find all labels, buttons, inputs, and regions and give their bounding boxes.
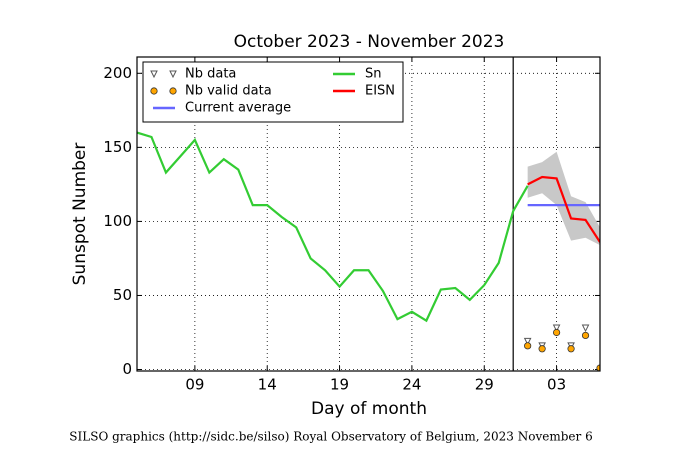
legend-label: Current average — [185, 101, 291, 116]
y-axis-label: Sunspot Number — [70, 143, 90, 286]
nb-data-point — [581, 324, 590, 333]
nb-valid-point — [552, 328, 561, 337]
chart-title: October 2023 - November 2023 — [234, 32, 505, 52]
nb-valid-point — [581, 331, 590, 340]
x-tick-label: 19 — [330, 376, 349, 394]
legend-label: Nb data — [185, 67, 236, 82]
x-tick-label: 09 — [185, 376, 204, 394]
nb-valid-point — [524, 342, 532, 350]
legend-label: Sn — [365, 67, 382, 82]
y-tick-label: 0 — [122, 360, 132, 378]
y-tick-label: 150 — [103, 138, 132, 156]
nb-data-point — [523, 337, 532, 346]
series-line — [137, 131, 529, 323]
y-tick-label: 50 — [113, 286, 132, 304]
legend-swatch — [150, 87, 158, 95]
footer: SILSO graphics (http://sidc.be/silso) Ro… — [69, 430, 592, 444]
nb-valid-point — [538, 345, 546, 353]
plot-frame — [136, 56, 601, 372]
y-tick-label: 200 — [103, 64, 132, 82]
series-line — [527, 175, 600, 243]
x-tick-label: 03 — [547, 376, 566, 394]
x-axis-label: Day of month — [311, 399, 427, 419]
x-tick-label: 14 — [258, 376, 277, 394]
nb-data-point — [552, 324, 561, 333]
legend-label: Nb valid data — [185, 84, 272, 99]
nb-valid-point — [567, 345, 575, 353]
legend-label: EISN — [365, 84, 395, 99]
y-tick-label: 100 — [103, 212, 132, 230]
legend-swatch — [169, 87, 177, 95]
legend-box — [142, 61, 404, 123]
legend-swatch — [150, 70, 158, 79]
x-tick-label: 29 — [475, 376, 494, 394]
legend-swatch — [169, 70, 177, 79]
x-tick-label: 24 — [402, 376, 421, 394]
